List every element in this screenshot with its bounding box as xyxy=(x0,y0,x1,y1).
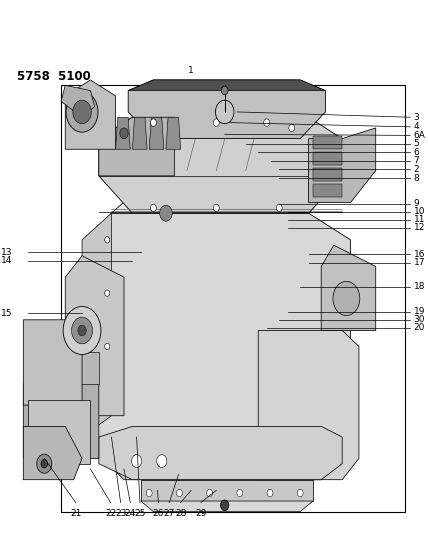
Text: 28: 28 xyxy=(175,509,186,518)
Text: 17: 17 xyxy=(413,259,425,267)
Circle shape xyxy=(214,204,219,212)
Circle shape xyxy=(150,204,156,212)
Polygon shape xyxy=(132,117,147,149)
Polygon shape xyxy=(23,320,82,405)
Text: 26: 26 xyxy=(153,509,164,518)
Circle shape xyxy=(333,281,360,316)
Text: 27: 27 xyxy=(163,509,175,518)
Polygon shape xyxy=(27,400,90,464)
Circle shape xyxy=(297,489,303,497)
Polygon shape xyxy=(82,213,351,480)
Polygon shape xyxy=(141,501,313,512)
Circle shape xyxy=(220,500,229,511)
Circle shape xyxy=(221,86,228,95)
Circle shape xyxy=(176,489,182,497)
Polygon shape xyxy=(116,117,130,149)
Text: 10: 10 xyxy=(413,207,425,216)
Circle shape xyxy=(73,100,91,124)
Text: 8: 8 xyxy=(413,174,419,182)
Circle shape xyxy=(63,306,101,354)
Polygon shape xyxy=(111,176,342,213)
Text: 6A: 6A xyxy=(413,131,425,140)
Circle shape xyxy=(267,489,273,497)
Circle shape xyxy=(214,119,219,126)
Text: 29: 29 xyxy=(195,509,206,518)
Circle shape xyxy=(78,325,86,336)
Polygon shape xyxy=(61,85,95,117)
Text: 2: 2 xyxy=(413,165,419,174)
Text: 20: 20 xyxy=(413,324,425,332)
Text: 7: 7 xyxy=(413,157,419,165)
Text: 6: 6 xyxy=(413,148,419,157)
Polygon shape xyxy=(313,136,342,149)
Polygon shape xyxy=(65,80,116,149)
Text: 22: 22 xyxy=(105,509,116,518)
Text: 13: 13 xyxy=(1,248,13,256)
Circle shape xyxy=(131,455,142,467)
Polygon shape xyxy=(321,245,376,330)
Text: 5758  5100: 5758 5100 xyxy=(17,70,91,83)
Text: 21: 21 xyxy=(70,509,81,518)
Polygon shape xyxy=(128,80,325,91)
Circle shape xyxy=(105,237,110,243)
Text: 16: 16 xyxy=(413,250,425,259)
Polygon shape xyxy=(313,152,342,165)
Circle shape xyxy=(41,459,48,468)
Circle shape xyxy=(146,489,152,497)
Polygon shape xyxy=(128,80,325,139)
Circle shape xyxy=(37,454,52,473)
Circle shape xyxy=(237,489,243,497)
Circle shape xyxy=(120,128,128,139)
Text: 9: 9 xyxy=(413,199,419,208)
Circle shape xyxy=(207,489,213,497)
Circle shape xyxy=(66,92,98,132)
Text: 4: 4 xyxy=(413,123,419,131)
Circle shape xyxy=(105,290,110,296)
Polygon shape xyxy=(99,426,342,480)
Polygon shape xyxy=(23,426,82,480)
Polygon shape xyxy=(258,330,359,480)
Polygon shape xyxy=(313,184,342,197)
Polygon shape xyxy=(65,352,99,384)
Text: 18: 18 xyxy=(413,282,425,291)
Circle shape xyxy=(71,317,92,344)
Polygon shape xyxy=(309,128,376,203)
Polygon shape xyxy=(166,117,181,149)
Polygon shape xyxy=(141,480,313,501)
Circle shape xyxy=(150,119,156,126)
Text: 5: 5 xyxy=(413,140,419,148)
Circle shape xyxy=(215,100,234,124)
Circle shape xyxy=(289,124,295,132)
Circle shape xyxy=(276,204,282,212)
Circle shape xyxy=(160,205,172,221)
Polygon shape xyxy=(313,168,342,181)
Bar xyxy=(61,85,405,512)
Polygon shape xyxy=(99,117,342,213)
Circle shape xyxy=(157,455,167,467)
Text: 12: 12 xyxy=(413,223,425,232)
Text: 14: 14 xyxy=(1,256,13,265)
Polygon shape xyxy=(149,117,164,149)
Circle shape xyxy=(264,119,270,126)
Text: 11: 11 xyxy=(413,215,425,224)
Text: 1: 1 xyxy=(188,66,194,75)
Polygon shape xyxy=(99,117,174,176)
Text: 30: 30 xyxy=(413,316,425,324)
Polygon shape xyxy=(82,213,111,437)
Text: 24: 24 xyxy=(125,509,136,518)
Text: 15: 15 xyxy=(1,309,13,318)
Text: 19: 19 xyxy=(413,308,425,316)
Text: 23: 23 xyxy=(115,509,126,518)
Text: 25: 25 xyxy=(134,509,146,518)
Circle shape xyxy=(105,343,110,350)
Polygon shape xyxy=(23,362,99,458)
Text: 3: 3 xyxy=(413,113,419,122)
Polygon shape xyxy=(65,256,124,416)
